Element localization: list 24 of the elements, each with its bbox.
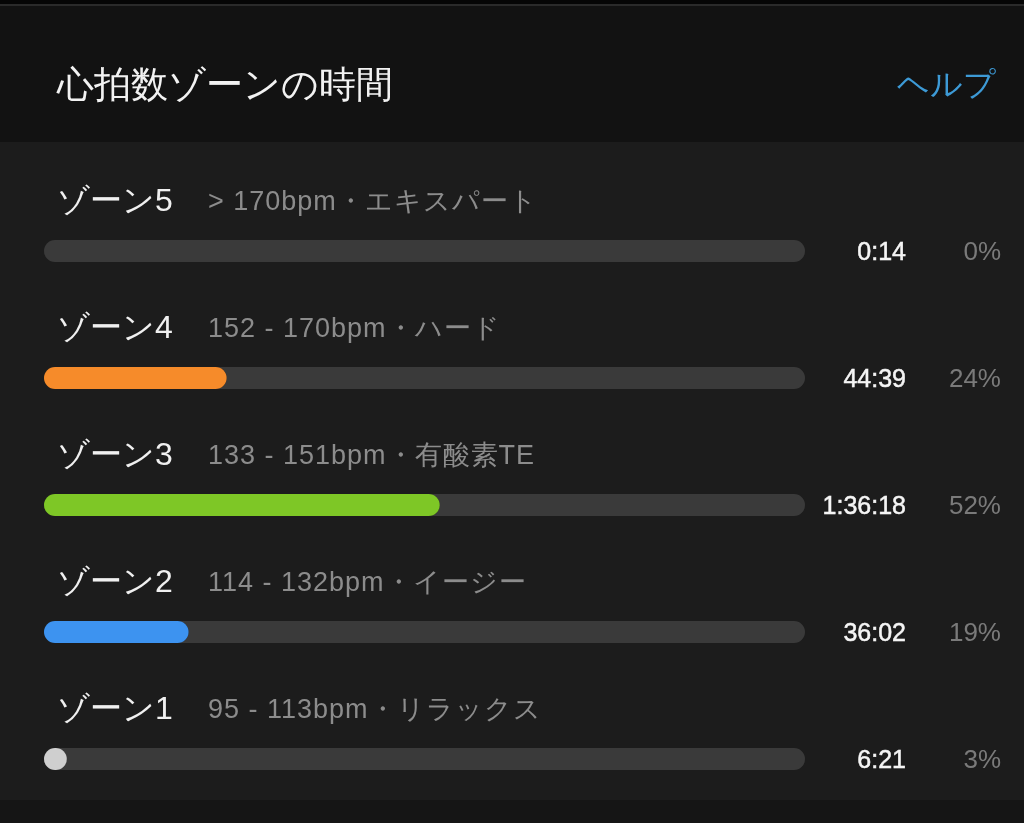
y-tick-label: ゾーン1 (57, 690, 173, 726)
chart-title: 心拍数ゾーンの時間 (56, 63, 393, 105)
annotation: 95 - 113bpm・リラックス (208, 694, 542, 724)
annotation: > 170bpm・エキスパート (208, 186, 538, 216)
y-tick-label: ゾーン4 (57, 309, 173, 345)
y-tick-label: ゾーン5 (57, 182, 173, 218)
annotation: 114 - 132bpm・イージー (208, 567, 527, 597)
data-label: 24% (948, 363, 1001, 393)
annotation: 152 - 170bpm・ハード (208, 313, 501, 343)
y-tick-label: ゾーン3 (57, 436, 173, 472)
text: 44:39 (843, 364, 906, 392)
data-label: 3% (963, 744, 1001, 774)
text: 36:02 (843, 618, 906, 646)
annotation: 133 - 151bpm・有酸素TE (208, 440, 536, 470)
bar (44, 367, 227, 389)
y-tick-label: ゾーン2 (57, 563, 173, 599)
data-label: 52% (948, 490, 1001, 520)
text: ヘルプ (897, 66, 996, 102)
text: 6:21 (857, 745, 906, 773)
data-label: 19% (948, 617, 1001, 647)
bar (44, 621, 189, 643)
data-label: 0% (963, 236, 1001, 266)
text: 1:36:18 (822, 491, 906, 519)
text: 0:14 (857, 237, 907, 265)
